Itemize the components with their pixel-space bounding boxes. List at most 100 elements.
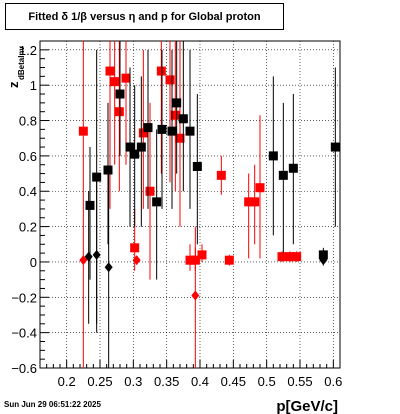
square-marker (172, 98, 182, 108)
square-marker (197, 250, 207, 260)
data-point (156, 41, 166, 174)
square-marker (255, 183, 265, 193)
y-axis-label-main: z (6, 81, 21, 88)
chart-title: Fitted δ 1/β versus η and p for Global p… (5, 3, 284, 30)
square-marker (268, 151, 278, 161)
square-marker (138, 128, 148, 138)
data-point (255, 115, 265, 259)
data-point (172, 41, 182, 174)
y-tick-label: 0.2 (19, 220, 37, 235)
data-point (292, 251, 302, 262)
square-marker (165, 75, 175, 85)
diamond-marker (132, 255, 141, 266)
y-tick-label: −0.2 (11, 290, 37, 305)
square-marker (175, 133, 185, 143)
data-point (152, 129, 162, 280)
square-marker (78, 126, 88, 136)
square-marker (167, 126, 177, 136)
data-point (110, 41, 120, 165)
square-marker (145, 186, 155, 196)
square-marker (110, 77, 120, 87)
data-point (115, 41, 125, 156)
square-marker (192, 161, 202, 171)
data-marks (78, 41, 340, 368)
data-point (84, 191, 93, 324)
diamond-marker (104, 262, 113, 273)
data-point (145, 102, 155, 280)
y-axis-label-subscript: dBetaInv (17, 46, 26, 80)
square-marker (114, 107, 124, 117)
y-tick-label: 1.2 (19, 43, 37, 58)
square-marker (103, 165, 113, 175)
data-point (130, 85, 140, 227)
x-tick-label: 0.4 (191, 374, 209, 389)
square-marker (152, 197, 162, 207)
y-tick-label: −0.4 (11, 326, 37, 341)
y-tick-label: 0.8 (19, 114, 37, 129)
data-point (78, 41, 88, 368)
x-tick-label: 0.5 (258, 374, 276, 389)
data-point (103, 102, 113, 245)
square-marker (115, 89, 125, 99)
data-point (224, 254, 234, 266)
y-tick-label: 0 (30, 255, 37, 270)
square-marker (170, 110, 180, 120)
diamond-marker (84, 251, 93, 262)
data-point (175, 41, 185, 227)
x-tick-label: 0.3 (124, 374, 142, 389)
square-marker (85, 200, 95, 210)
data-point (191, 226, 200, 368)
data-point (167, 49, 177, 209)
diamond-marker (191, 290, 200, 301)
square-marker (130, 243, 140, 253)
x-tick-label: 0.25 (87, 374, 112, 389)
axes: 0.2 0.25 0.3 0.35 0.4 0.45 0.5 0.55 0.6 −0.6 −0.4 −… (11, 40, 342, 389)
square-marker (105, 66, 115, 76)
square-marker (216, 170, 226, 180)
data-point (165, 41, 175, 183)
data-point (138, 49, 148, 209)
data-point (132, 255, 141, 266)
data-point (285, 251, 295, 262)
square-marker (292, 252, 302, 262)
data-point (185, 244, 195, 271)
y-tick-label: 0.6 (19, 149, 37, 164)
data-point (250, 164, 260, 245)
x-tick-label: 0.45 (221, 374, 246, 389)
data-point (197, 244, 207, 262)
y-tick-label: −0.6 (11, 361, 37, 376)
square-marker (185, 255, 195, 265)
data-point (157, 49, 167, 209)
diamond-marker (79, 255, 88, 266)
data-point (79, 255, 88, 266)
square-marker (277, 252, 287, 262)
square-marker (288, 163, 298, 173)
square-marker (143, 123, 153, 133)
square-marker (185, 126, 195, 136)
data-point (288, 94, 298, 245)
plot-frame (39, 40, 341, 369)
data-point (143, 49, 153, 209)
data-point (185, 49, 195, 209)
y-axis-label: z dBetaInv (6, 46, 26, 88)
data-point (244, 173, 254, 259)
square-marker (156, 66, 166, 76)
x-tick-label: 0.55 (287, 374, 312, 389)
data-point (136, 76, 146, 227)
y-tick-label: 0.4 (19, 184, 37, 199)
data-point (104, 173, 113, 368)
data-point (192, 94, 202, 245)
data-point (170, 41, 180, 192)
square-marker (136, 142, 146, 152)
data-point (216, 155, 226, 195)
square-marker (121, 73, 131, 83)
square-marker (125, 142, 135, 152)
date-stamp: Sun Jun 29 06:51:22 2025 (4, 400, 101, 409)
square-marker (224, 255, 234, 265)
data-point (277, 251, 287, 262)
square-marker (178, 114, 188, 124)
data-point (268, 76, 278, 236)
square-marker (285, 252, 295, 262)
data-point (278, 102, 288, 254)
